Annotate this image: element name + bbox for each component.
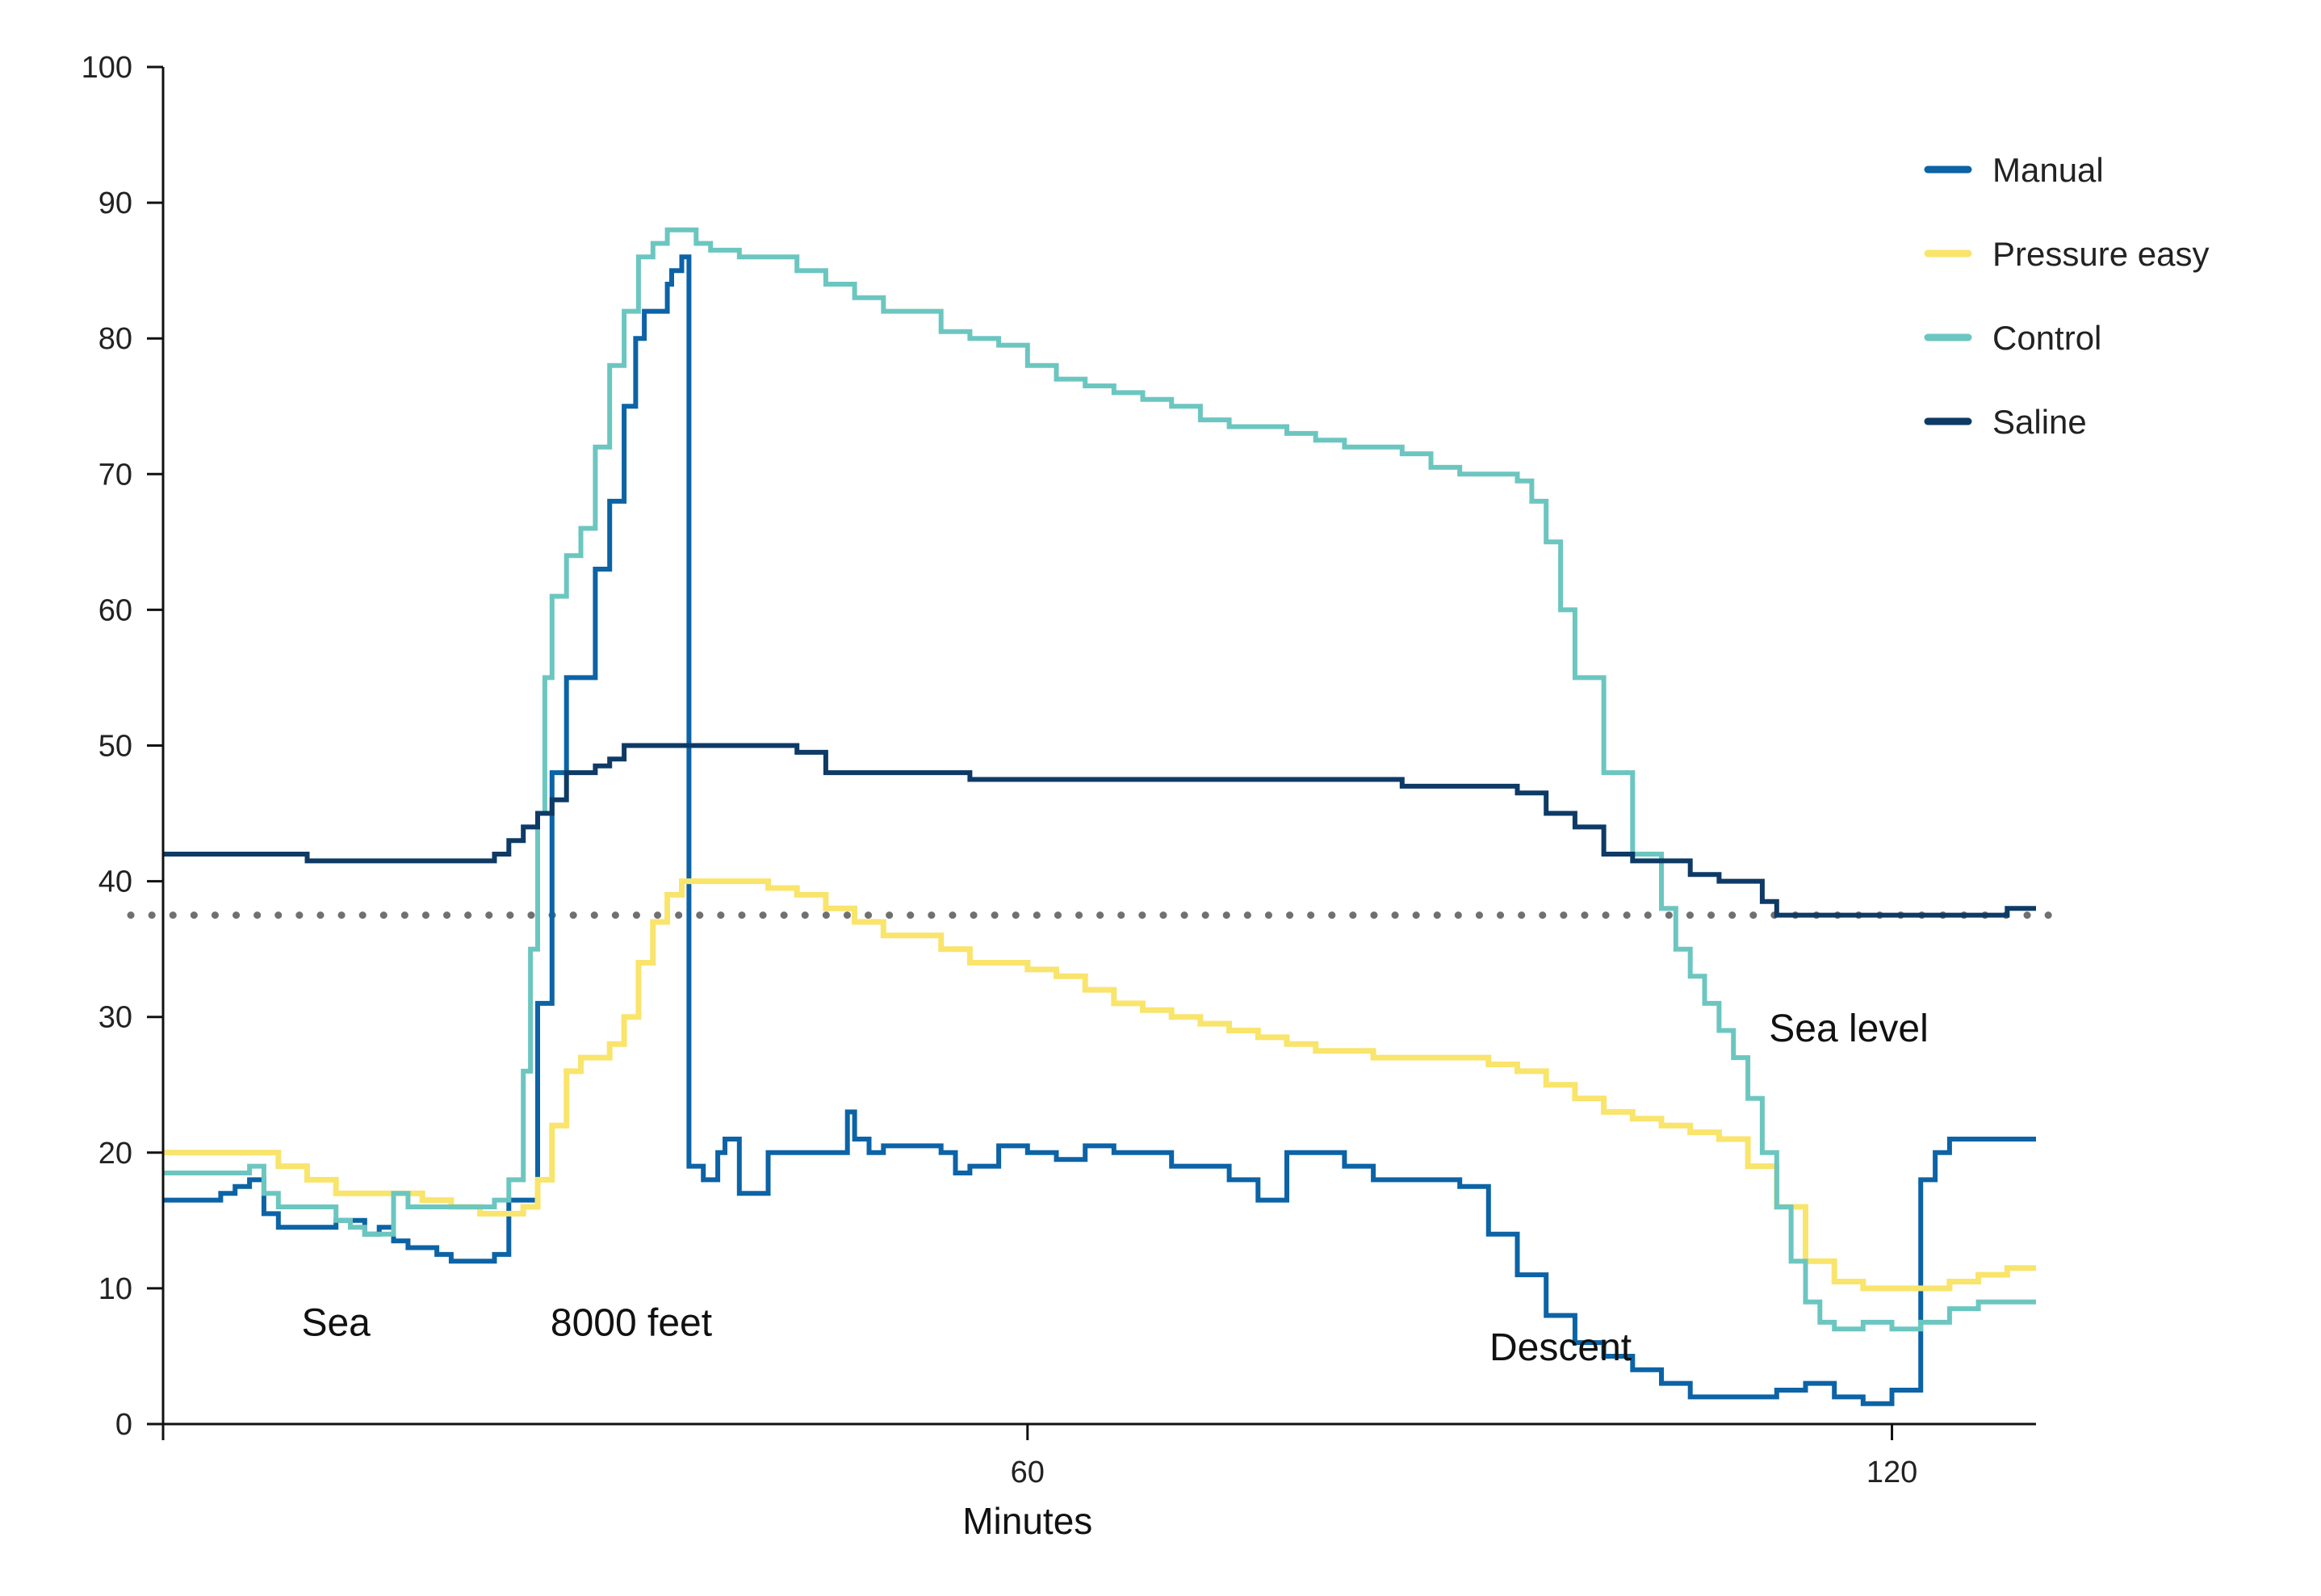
axes-layer: 0 10 20 30 40 50 60 70 80 90 100 60 120: [82, 51, 2036, 1489]
y-tick-label: 90: [98, 186, 132, 220]
annotation-label: Sea level: [1769, 1007, 1928, 1050]
x-tick-label: 60: [1011, 1456, 1045, 1489]
y-tick-label: 10: [98, 1272, 132, 1306]
legend-label-control: Control: [1992, 319, 2101, 357]
series-line-pressure-easy: [163, 878, 2036, 1292]
series-line-saline: [163, 743, 2036, 918]
series-line-control: [163, 227, 2036, 1332]
x-axis-title: Minutes: [962, 1500, 1092, 1542]
y-tick-label: 80: [98, 322, 132, 356]
legend-label-manual: Manual: [1992, 151, 2104, 189]
annotation-label: Descent: [1489, 1326, 1632, 1369]
y-tick-label: 60: [98, 593, 132, 627]
y-tick-label: 100: [82, 51, 132, 85]
annotation-layer: Sea 8000 feet Descent Sea level: [301, 1007, 1928, 1369]
y-tick-label: 40: [98, 865, 132, 899]
y-tick-label: 20: [98, 1137, 132, 1171]
y-tick-label: 30: [98, 1001, 132, 1035]
annotation-label: Sea: [301, 1302, 371, 1345]
y-tick-label: 0: [115, 1408, 132, 1442]
legend-label-saline: Saline: [1992, 403, 2087, 441]
legend-label-pressure-easy: Pressure easy: [1992, 235, 2209, 273]
series-line-manual: [163, 254, 2036, 1406]
y-tick-label: 50: [98, 730, 132, 764]
y-tick-label: 70: [98, 458, 132, 492]
legend: Manual Pressure easy Control Saline: [1924, 151, 2209, 441]
x-tick-label: 120: [1866, 1456, 1917, 1489]
series-layer: [163, 227, 2036, 1406]
annotation-label: 8000 feet: [551, 1302, 712, 1345]
